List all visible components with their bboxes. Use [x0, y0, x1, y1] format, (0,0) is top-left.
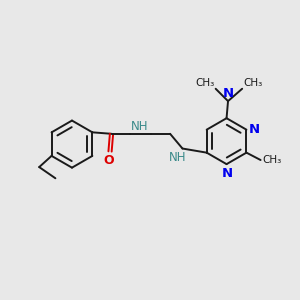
Text: CH₃: CH₃: [244, 78, 263, 88]
Text: CH₃: CH₃: [195, 78, 214, 88]
Text: N: N: [249, 123, 260, 136]
Text: N: N: [222, 167, 233, 180]
Text: O: O: [103, 154, 114, 167]
Text: NH: NH: [131, 120, 148, 133]
Text: CH₃: CH₃: [262, 155, 281, 165]
Text: NH: NH: [169, 152, 187, 164]
Text: N: N: [223, 87, 234, 100]
